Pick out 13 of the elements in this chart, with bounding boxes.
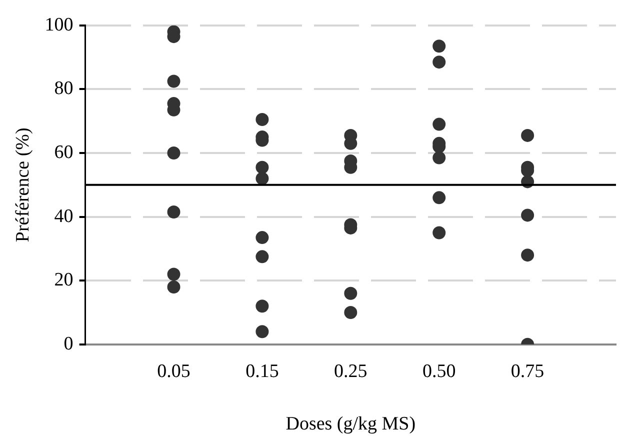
x-tick-label: 0.15	[246, 360, 279, 382]
y-axis-title: Préférence (%)	[12, 128, 34, 242]
y-tick-label: 20	[54, 270, 74, 291]
y-tick-label: 0	[64, 333, 74, 354]
x-tick-label: 0.25	[334, 360, 368, 382]
y-tick-label: 60	[54, 142, 74, 163]
y-tick-label: 40	[54, 206, 74, 227]
x-tick-label: 0.50	[422, 360, 456, 382]
x-axis-title: Doses (g/kg MS)	[286, 414, 416, 435]
y-tick-label: 100	[44, 14, 74, 36]
y-tick-label: 80	[54, 78, 74, 100]
x-tick-label: 0.05	[157, 360, 190, 382]
x-tick-label: 0.75	[510, 360, 544, 382]
